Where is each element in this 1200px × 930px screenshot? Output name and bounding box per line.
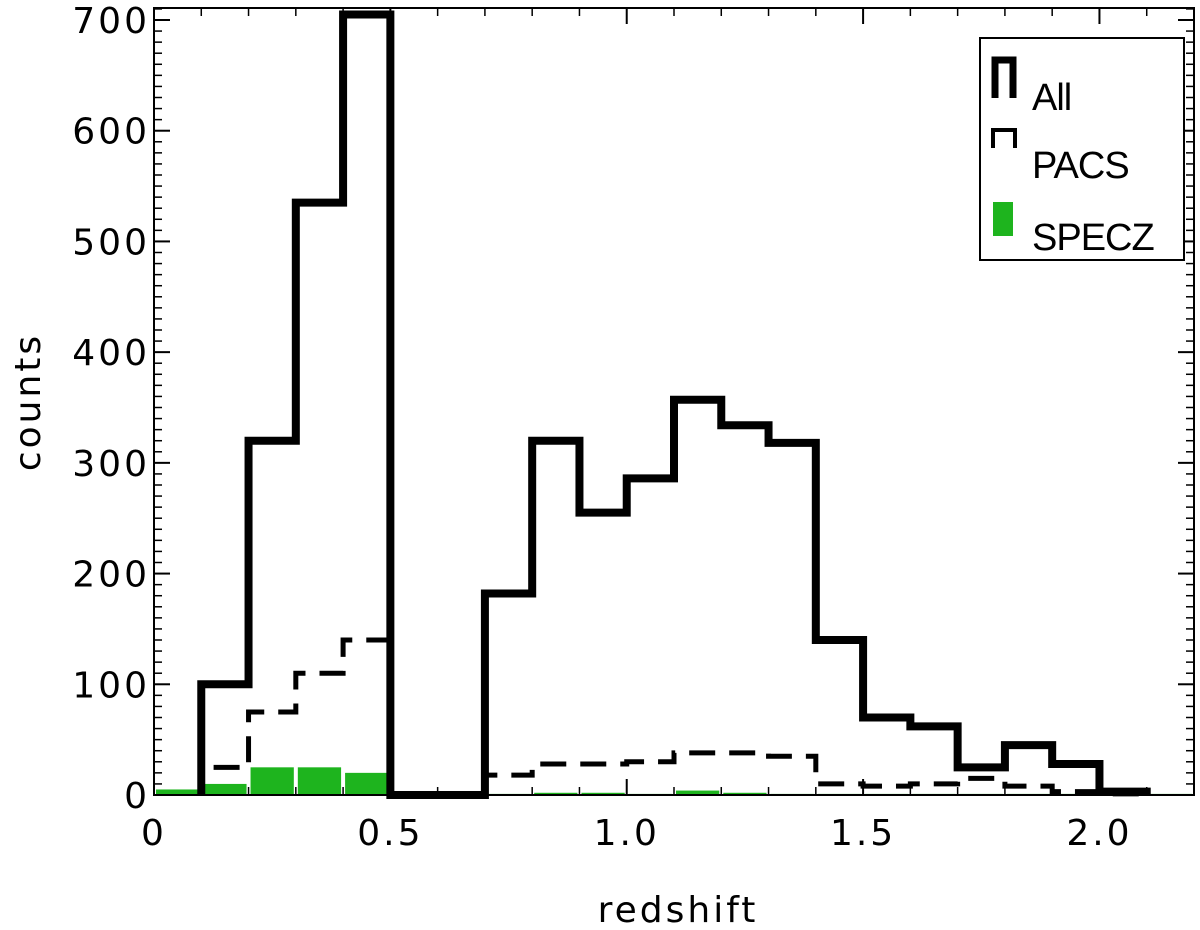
legend-label-pacs: PACS	[1032, 145, 1129, 187]
specz-bar	[534, 792, 578, 795]
y-tick-label: 100	[72, 665, 150, 706]
x-axis: 0 0.5 1.0 1.5 2.0	[141, 8, 1132, 854]
specz-bar	[156, 789, 200, 795]
y-tick-label: 400	[72, 333, 150, 374]
x-minor-ticks	[200, 8, 1195, 795]
legend-swatch-all	[991, 56, 1017, 98]
y-tick-label: 200	[72, 555, 150, 596]
y-tick-label: 600	[72, 112, 150, 153]
x-tick-label: 0	[141, 813, 167, 854]
specz-bar	[676, 790, 720, 795]
legend-label-all: All	[1032, 77, 1071, 119]
y-axis: 0 100 200 300 400 500 600 700	[72, 1, 1194, 817]
y-tick-label: 700	[72, 1, 150, 42]
specz-bar	[581, 792, 625, 795]
series-line-all	[197, 10, 1151, 799]
x-tick-label: 1.5	[830, 813, 896, 854]
x-axis-title: redshift	[598, 890, 759, 930]
x-tick-label: 1.0	[594, 813, 660, 854]
y-minor-ticks	[154, 8, 1194, 785]
specz-bar	[297, 767, 342, 795]
y-tick-label: 0	[124, 776, 150, 817]
legend: All PACS SPECZ	[979, 37, 1185, 261]
specz-bar	[723, 792, 767, 795]
specz-bar	[345, 772, 389, 795]
specz-bar	[203, 783, 247, 795]
legend-label-specz: SPECZ	[1032, 217, 1154, 259]
x-tick-label: 2.0	[1066, 813, 1132, 854]
legend-swatch-pacs	[991, 128, 1017, 148]
y-tick-label: 500	[72, 222, 150, 263]
x-tick-label: 0.5	[357, 813, 423, 854]
y-axis-title: counts	[8, 333, 49, 471]
legend-swatch-specz	[993, 202, 1013, 236]
y-tick-label: 300	[72, 444, 150, 485]
specz-bar	[250, 767, 294, 795]
series-line-pacs	[198, 637, 1150, 798]
